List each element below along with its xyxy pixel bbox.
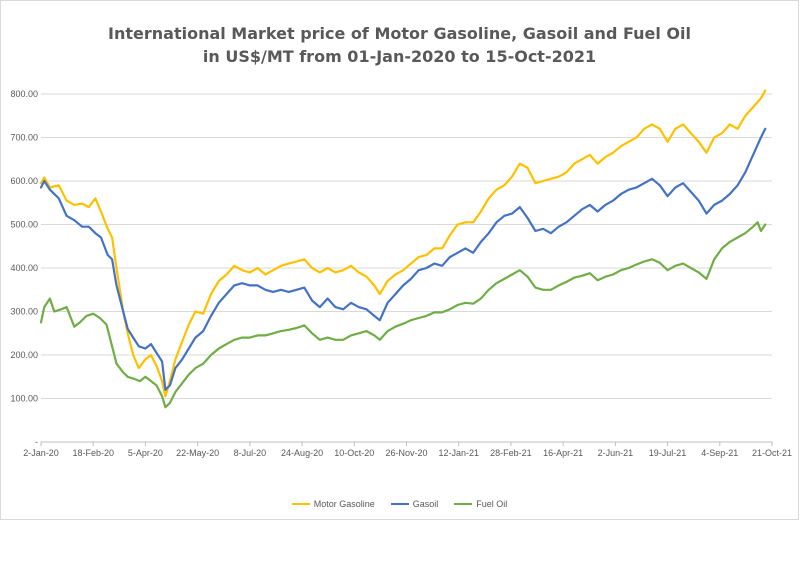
- x-tick-label: 18-Feb-20: [72, 448, 114, 458]
- legend-swatch: [390, 503, 409, 506]
- plot-area: - 100.00 200.00 300.00 400.00 500.00 600.00 700…: [10, 89, 792, 458]
- x-axis-ticks: 2-Jan-20 18-Feb-20 5-Apr-20 22-May-20 8-Jul-…: [23, 442, 792, 458]
- series-line-fuel-oil: [39, 221, 767, 409]
- legend-label: Gasoil: [412, 498, 439, 509]
- y-axis-ticks: - 100.00 200.00 300.00 400.00 500.00 600.00 700…: [10, 89, 38, 447]
- legend-item-gasoil: Gasoil: [390, 498, 439, 509]
- series-lines: [39, 89, 767, 409]
- x-tick-label: 4-Sep-21: [701, 448, 738, 458]
- y-tick-label: 100.00: [10, 394, 38, 404]
- chart-title-line-1: International Market price of Motor Gaso…: [108, 24, 691, 43]
- y-tick-label: -: [35, 437, 38, 447]
- legend-label: Fuel Oil: [476, 498, 508, 509]
- legend-swatch: [454, 503, 473, 506]
- y-tick-label: 800.00: [10, 89, 38, 99]
- legend-swatch: [291, 503, 310, 506]
- legend-label: Motor Gasoline: [313, 498, 375, 509]
- legend: Motor Gasoline Gasoil Fuel Oil: [0, 498, 799, 509]
- y-tick-label: 700.00: [10, 133, 38, 143]
- x-tick-label: 10-Oct-20: [334, 448, 374, 458]
- x-tick-label: 24-Aug-20: [281, 448, 323, 458]
- y-tick-label: 300.00: [10, 307, 38, 317]
- chart-title-line-2: in US$/MT from 01-Jan-2020 to 15-Oct-202…: [202, 47, 597, 66]
- chart-title: International Market price of Motor Gaso…: [0, 22, 799, 68]
- y-tick-label: 400.00: [10, 263, 38, 273]
- x-tick-label: 21-Oct-21: [752, 448, 792, 458]
- chart-frame: [0, 0, 799, 520]
- x-tick-label: 12-Jan-21: [438, 448, 479, 458]
- x-tick-label: 16-Apr-21: [543, 448, 583, 458]
- y-tick-label: 500.00: [10, 220, 38, 230]
- x-tick-label: 5-Apr-20: [128, 448, 163, 458]
- legend-item-fuel-oil: Fuel Oil: [454, 499, 507, 509]
- legend-item-motor-gasoline: Motor Gasoline: [291, 498, 375, 509]
- x-tick-label: 2-Jan-20: [23, 448, 59, 458]
- x-tick-label: 19-Jul-21: [649, 448, 687, 458]
- x-tick-label: 2-Jun-21: [598, 448, 634, 458]
- x-tick-label: 22-May-20: [176, 448, 219, 458]
- x-tick-label: 28-Feb-21: [490, 448, 532, 458]
- series-line-gasoil: [39, 127, 767, 391]
- y-tick-label: 600.00: [10, 176, 38, 186]
- series-line-motor-gasoline: [39, 89, 767, 398]
- x-tick-label: 26-Nov-20: [385, 448, 427, 458]
- y-tick-label: 200.00: [10, 350, 38, 360]
- x-tick-label: 8-Jul-20: [234, 448, 267, 458]
